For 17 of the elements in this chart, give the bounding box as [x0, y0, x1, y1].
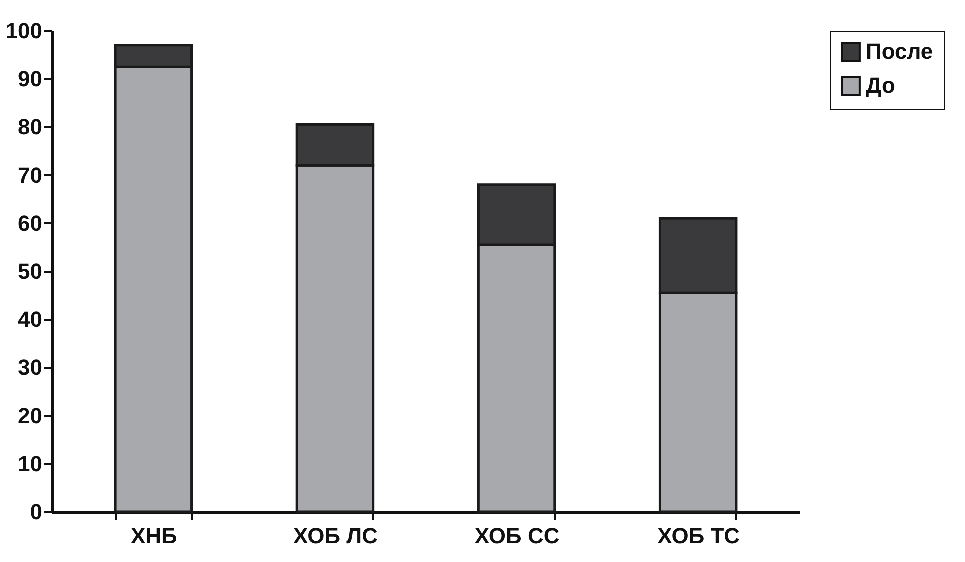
legend-label: После: [866, 39, 934, 64]
legend-label: До: [866, 73, 896, 98]
y-tick-label: 10: [18, 451, 42, 476]
y-tick-label: 70: [18, 162, 42, 188]
x-tick-label: ХОБ ЛС: [293, 524, 378, 548]
y-tick-label: 20: [18, 403, 42, 428]
y-tick-label: 100: [6, 18, 42, 44]
y-tick-label: 80: [18, 114, 42, 140]
x-tick-label: ХОБ СС: [474, 524, 560, 548]
y-tick-label: 60: [18, 210, 42, 236]
x-tick-label: ХНБ: [130, 524, 178, 548]
x-tick-label: ХОБ ТС: [658, 524, 740, 548]
y-tick-label: 40: [18, 307, 42, 332]
y-tick-label: 0: [30, 500, 42, 524]
y-tick-label: 90: [18, 66, 42, 92]
y-tick-label: 30: [18, 355, 42, 380]
y-tick-label: 50: [18, 259, 42, 284]
